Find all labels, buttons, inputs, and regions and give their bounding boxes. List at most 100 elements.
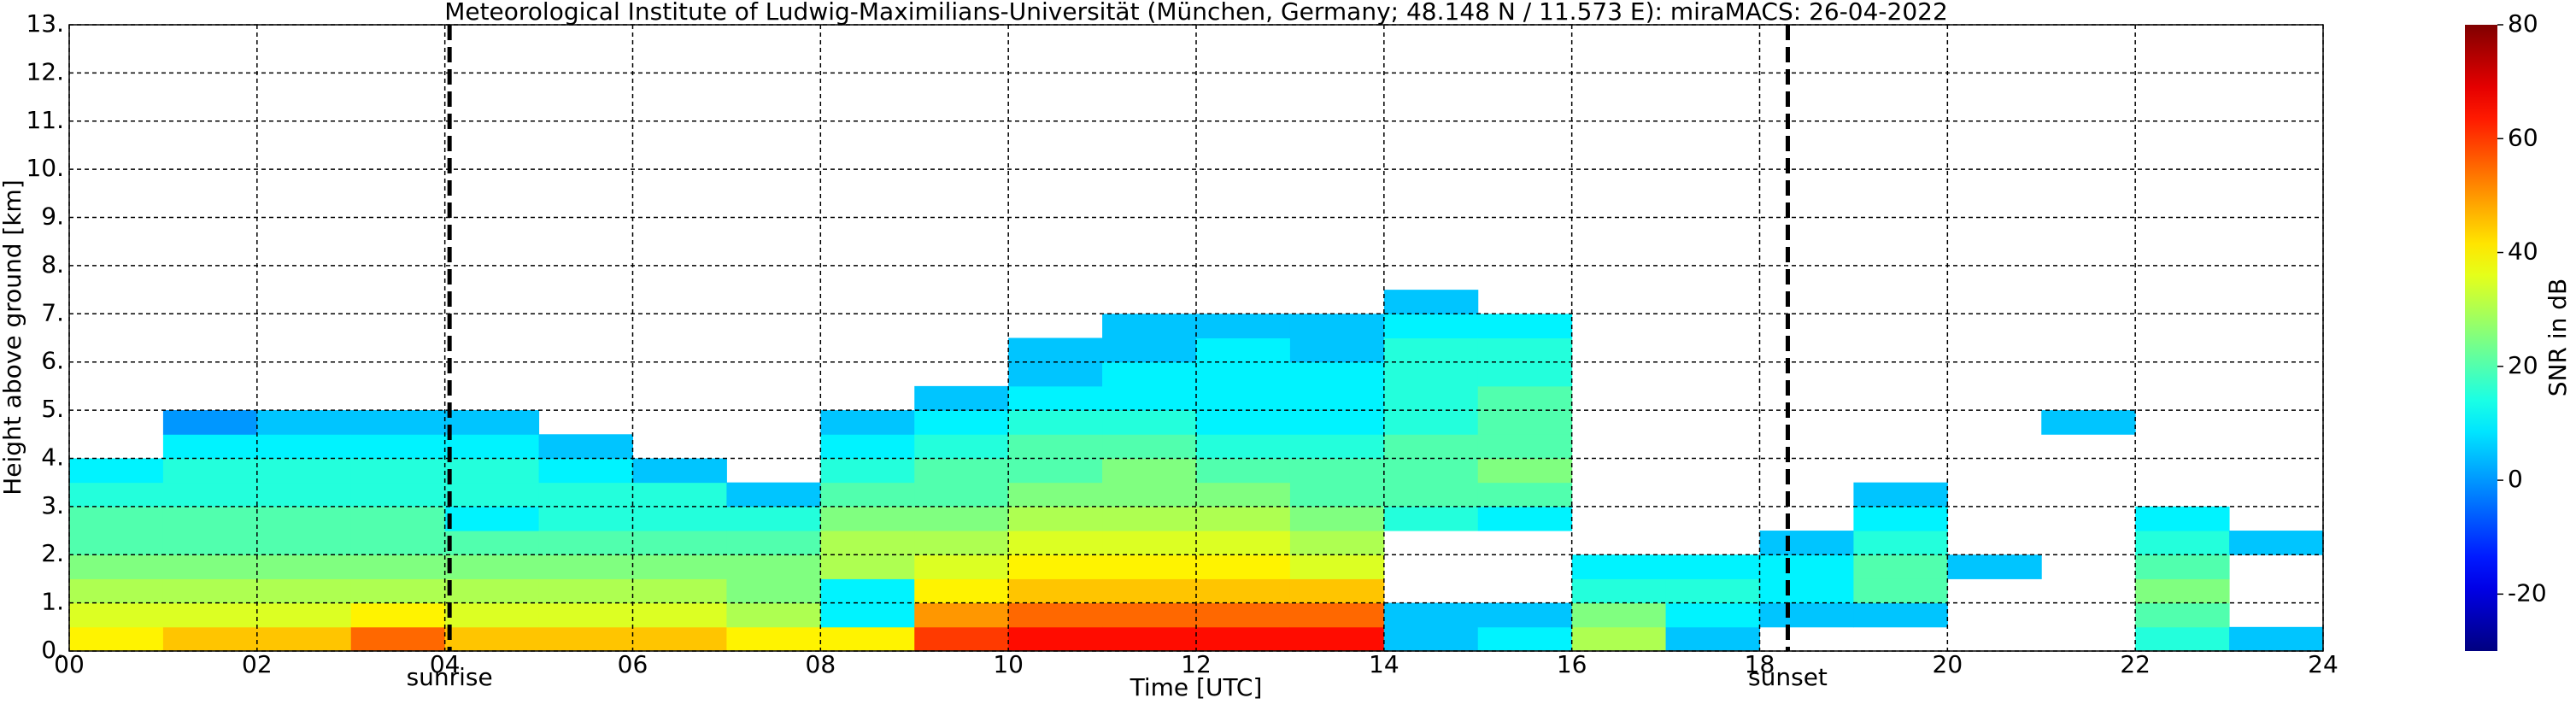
chart-title: Meteorological Institute of Ludwig-Maxim… [444,0,1948,26]
heatmap-cell [820,626,915,652]
heatmap-cell [538,626,633,652]
heatmap-cell [914,602,1009,628]
heatmap-cell [914,578,1009,604]
y-tick-label: 4. [41,443,64,471]
heatmap-cell [162,482,258,507]
heatmap-cell [162,410,258,435]
heatmap-cell [1477,626,1573,652]
heatmap-cell [1383,314,1479,338]
heatmap-cell [1008,506,1103,531]
colorbar-tick-label: 40 [2508,238,2538,266]
heatmap-cell [256,434,352,459]
x-tick-label: 14 [1369,650,1399,678]
heatmap-cell [1383,290,1479,314]
colorbar-tick-label: 0 [2508,465,2523,493]
y-tick-label: 9. [41,202,64,231]
heatmap-cell [69,626,164,652]
heatmap-cell [162,626,258,652]
heatmap-cell [350,602,446,628]
heatmap-cell [538,434,633,459]
y-tick-label: 12. [26,57,64,85]
heatmap-cell [538,602,633,628]
heatmap-cell [820,434,915,459]
heatmap-cell [1196,531,1291,555]
y-tick-label: 10. [26,154,64,182]
heatmap-cell [1196,626,1291,652]
heatmap-cell [914,626,1009,652]
heatmap-cell [1665,602,1760,628]
colorbar [2465,25,2497,651]
heatmap-cell [1289,531,1385,555]
heatmap-cell [1383,410,1479,435]
heatmap-cell [1196,602,1291,628]
heatmap-cell [1289,361,1385,387]
heatmap-cell [1759,578,1854,604]
heatmap-cell [69,482,164,507]
heatmap-cell [1102,578,1197,604]
heatmap-cell [256,531,352,555]
heatmap-cell [2135,602,2230,628]
heatmap-cell [1008,602,1103,628]
heatmap-cell [2229,531,2324,555]
heatmap-cell [726,531,821,555]
heatmap-cell [444,626,540,652]
heatmap-cell [914,458,1009,484]
heatmap-cell [538,506,633,531]
heatmap-cell [1196,506,1291,531]
heatmap-cell [350,554,446,579]
colorbar-tick-label: 20 [2508,351,2538,379]
heatmap-cell [1853,554,1948,579]
x-tick-label: 00 [54,650,85,678]
heatmap-cell [1102,458,1197,484]
heatmap-cell [1196,337,1291,363]
heatmap-cell [914,531,1009,555]
colorbar-tick-label: 80 [2508,9,2538,38]
heatmap-cell [820,554,915,579]
heatmap-cell [914,385,1009,411]
heatmap-cell [1102,506,1197,531]
heatmap-cell [538,578,633,604]
heatmap-cell [69,554,164,579]
heatmap-cell [350,578,446,604]
heatmap-cell [1008,337,1103,363]
heatmap-cell [538,482,633,507]
heatmap-cell [1102,337,1197,363]
heatmap-cell [1196,385,1291,411]
heatmap-cell [820,531,915,555]
y-axis-label: Height above ground [km] [0,179,26,496]
heatmap-cell [726,602,821,628]
heatmap-cell [256,506,352,531]
heatmap-cell [2135,626,2230,652]
heatmap-cell [1102,361,1197,387]
heatmap-cell [914,506,1009,531]
heatmap-cell [1196,554,1291,579]
y-tick-label: 11. [26,106,64,134]
heatmap-cell [256,458,352,484]
heatmap-cell [1008,361,1103,387]
heatmap-cell [1102,385,1197,411]
heatmap-cell [1947,554,2042,579]
heatmap-cell [1759,554,1854,579]
heatmap-cell [69,578,164,604]
heatmap-cell [69,602,164,628]
heatmap-cell [1853,482,1948,507]
heatmap-cell [256,410,352,435]
heatmap-cell [1665,578,1760,604]
heatmap-cell [1289,337,1385,363]
y-tick-label: 6. [41,347,64,375]
heatmap-cell [820,506,915,531]
heatmap-cell [632,531,727,555]
heatmap-cell [1008,458,1103,484]
heatmap-cell [1853,506,1948,531]
heatmap-cell [1008,578,1103,604]
heatmap-cell [162,506,258,531]
heatmap-cell [632,554,727,579]
heatmap-cell [1008,410,1103,435]
heatmap-cell [2135,531,2230,555]
heatmap-cell [726,482,821,507]
heatmap-cell [444,531,540,555]
heatmap-cell [162,531,258,555]
x-tick-label: 12 [1181,650,1212,678]
